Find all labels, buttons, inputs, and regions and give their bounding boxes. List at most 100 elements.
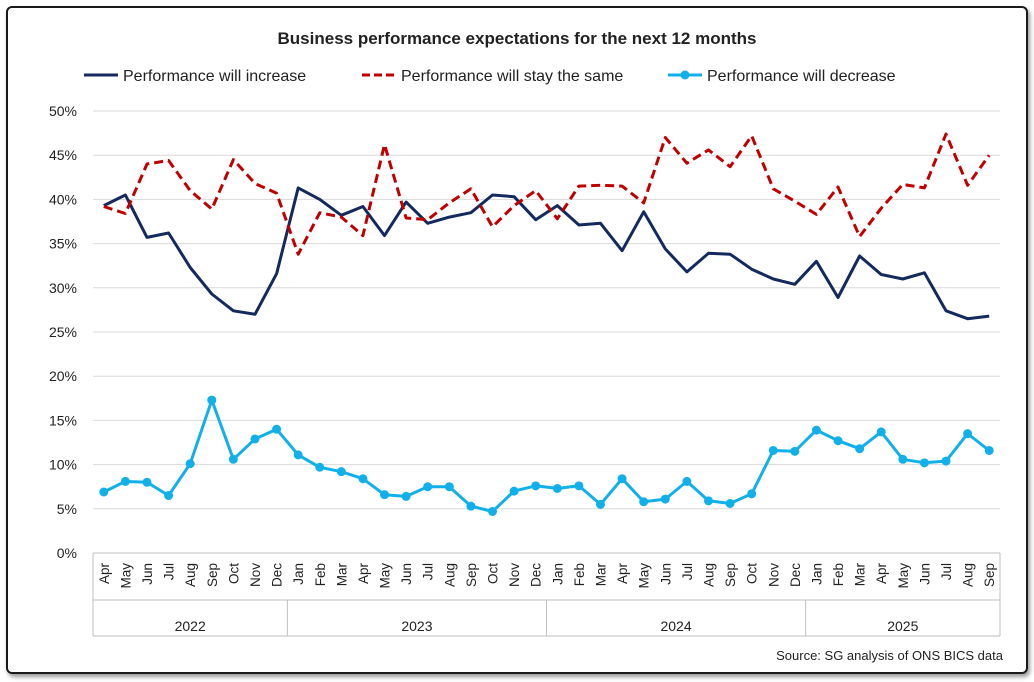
chart-frame <box>6 6 1028 674</box>
legend-marker <box>680 70 690 80</box>
data-point <box>293 450 303 460</box>
x-tick-label: Feb <box>831 563 846 586</box>
legend-label: Performance will decrease <box>707 68 896 85</box>
data-point <box>703 496 713 506</box>
data-point <box>336 467 346 477</box>
y-tick-label: 45% <box>49 147 77 163</box>
x-tick-label: Nov <box>766 563 781 587</box>
data-point <box>185 459 195 469</box>
data-point <box>963 429 973 439</box>
x-tick-label: May <box>637 563 652 589</box>
data-point <box>855 444 865 454</box>
x-tick-label: Jul <box>939 563 954 580</box>
x-tick-label: Aug <box>183 563 198 587</box>
data-point <box>790 446 800 456</box>
x-tick-label: Dec <box>529 563 544 587</box>
x-tick-label: Jun <box>658 563 673 585</box>
x-tick-label: Dec <box>788 563 803 587</box>
data-point <box>315 462 325 472</box>
data-point <box>164 491 174 501</box>
x-tick-label: Apr <box>615 563 630 585</box>
data-point <box>99 487 109 497</box>
y-tick-label: 50% <box>49 103 77 119</box>
x-tick-label: Nov <box>507 563 522 587</box>
data-point <box>941 456 951 466</box>
x-tick-label: Apr <box>97 563 112 585</box>
y-tick-label: 25% <box>49 324 77 340</box>
x-tick-label: Mar <box>334 562 349 586</box>
data-point <box>768 445 778 455</box>
y-tick-label: 0% <box>57 545 77 561</box>
data-point <box>423 482 433 492</box>
x-tick-label: Aug <box>442 563 457 587</box>
x-tick-label: Oct <box>486 563 501 584</box>
data-point <box>228 454 238 464</box>
x-tick-label: Sep <box>723 563 738 587</box>
x-tick-label: Aug <box>701 563 716 587</box>
y-tick-label: 15% <box>49 412 77 428</box>
x-tick-label: Sep <box>205 563 220 587</box>
series-line-2 <box>103 132 991 256</box>
data-point <box>747 489 757 499</box>
data-point <box>272 424 282 434</box>
x-tick-label: May <box>378 563 393 589</box>
data-point <box>509 486 519 496</box>
data-point <box>833 436 843 446</box>
y-tick-label: 30% <box>49 280 77 296</box>
data-point <box>876 427 886 437</box>
x-tick-label: Jan <box>550 563 565 585</box>
year-label: 2024 <box>660 618 691 634</box>
x-tick-label: Jan <box>809 563 824 585</box>
x-tick-label: Aug <box>961 563 976 587</box>
year-label: 2023 <box>401 618 432 634</box>
data-point <box>250 434 260 444</box>
data-point <box>120 476 130 486</box>
data-point <box>682 476 692 486</box>
data-point <box>380 490 390 500</box>
year-label: 2022 <box>175 618 206 634</box>
x-tick-label: Nov <box>248 563 263 587</box>
data-point <box>444 482 454 492</box>
x-tick-label: Jun <box>140 563 155 585</box>
x-tick-label: Jun <box>399 563 414 585</box>
x-tick-label: Apr <box>874 563 889 585</box>
data-point <box>919 458 929 468</box>
series-line-1 <box>103 186 990 321</box>
series-line-3 <box>103 398 991 513</box>
legend-label: Performance will increase <box>123 68 306 85</box>
data-point <box>488 506 498 516</box>
x-tick-label: Oct <box>745 563 760 584</box>
x-tick-label: Apr <box>356 563 371 585</box>
data-point <box>552 483 562 493</box>
year-label: 2025 <box>887 618 918 634</box>
chart-source: Source: SG analysis of ONS BICS data <box>776 648 1004 663</box>
data-point <box>531 481 541 491</box>
data-point <box>207 395 217 405</box>
x-tick-label: May <box>896 563 911 589</box>
data-point <box>639 497 649 507</box>
y-tick-label: 5% <box>57 501 77 517</box>
data-point <box>595 499 605 509</box>
data-point <box>984 445 994 455</box>
x-tick-label: Sep <box>982 563 997 587</box>
y-tick-label: 20% <box>49 368 77 384</box>
y-tick-label: 10% <box>49 457 77 473</box>
x-tick-label: Jul <box>162 563 177 580</box>
y-tick-label: 35% <box>49 236 77 252</box>
legend-label: Performance will stay the same <box>401 68 623 85</box>
data-point <box>466 501 476 511</box>
x-tick-label: Feb <box>572 563 587 586</box>
x-tick-label: Jan <box>291 563 306 585</box>
x-tick-label: Jul <box>680 563 695 580</box>
data-point <box>617 474 627 484</box>
x-tick-label: Jun <box>917 563 932 585</box>
data-point <box>142 477 152 487</box>
data-point <box>898 454 908 464</box>
x-tick-label: Dec <box>270 563 285 587</box>
y-tick-label: 40% <box>49 191 77 207</box>
x-tick-label: Mar <box>593 562 608 586</box>
x-tick-label: Oct <box>226 563 241 584</box>
data-point <box>358 474 368 484</box>
data-point <box>725 498 735 508</box>
